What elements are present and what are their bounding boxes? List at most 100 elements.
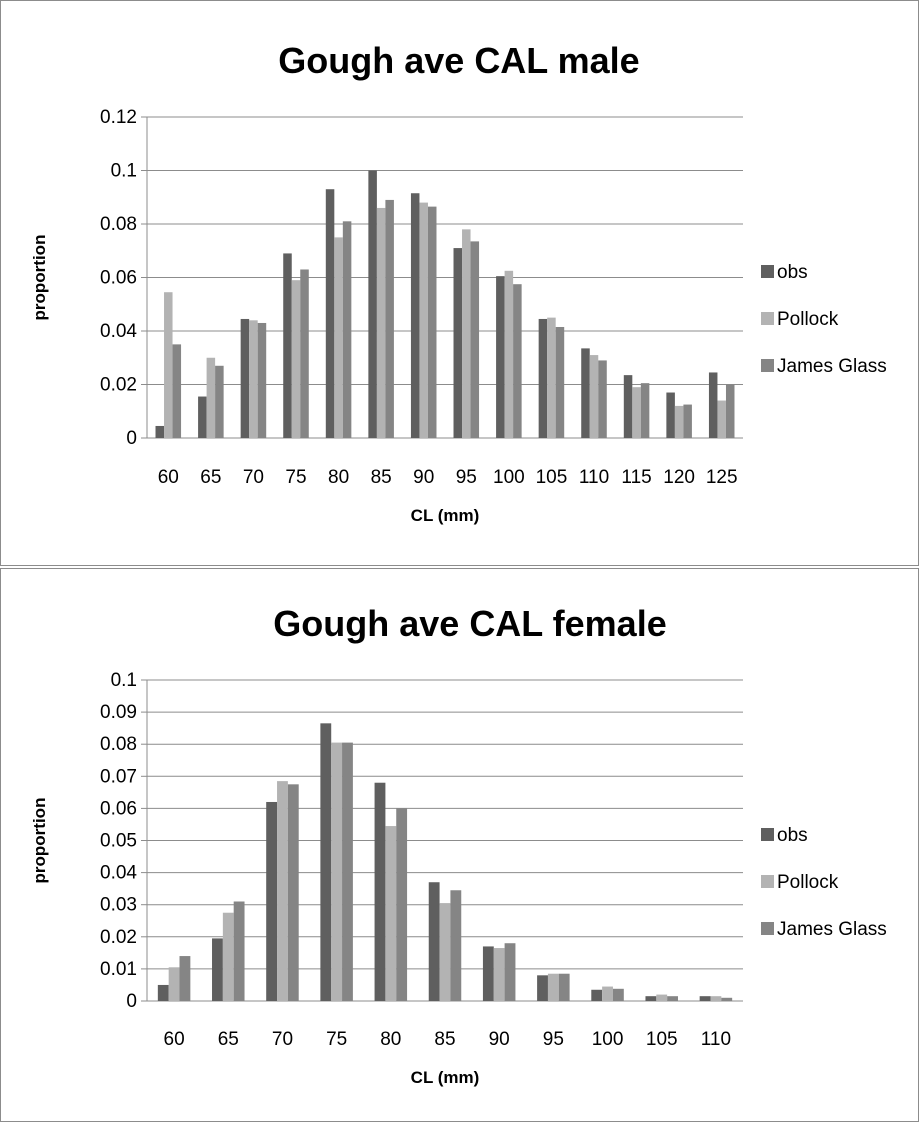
- bar-pollock: [419, 202, 428, 438]
- bar-james-glass: [504, 943, 516, 1001]
- bar-james-glass: [396, 808, 408, 1001]
- bar-obs: [320, 723, 332, 1001]
- x-tick-label: 100: [592, 1029, 624, 1050]
- y-axis-label: proportion: [30, 798, 49, 884]
- bar-obs: [240, 318, 250, 438]
- y-tick-label: 0: [126, 991, 137, 1012]
- y-tick-label: 0.07: [100, 766, 137, 787]
- bar-obs: [666, 392, 675, 438]
- x-tick-label: 65: [200, 467, 221, 488]
- y-tick-label: 0.02: [100, 927, 137, 948]
- bar-pollock: [376, 207, 386, 438]
- bar-james-glass: [342, 742, 353, 1001]
- y-tick-label: 0.03: [100, 895, 137, 916]
- x-tick-label: 65: [218, 1029, 239, 1050]
- x-tick-label: 105: [646, 1029, 678, 1050]
- bar-obs: [538, 318, 548, 438]
- bar-obs: [482, 946, 494, 1001]
- bar-james-glass: [683, 404, 692, 438]
- legend-label: James Glass: [777, 356, 887, 377]
- x-tick-label: 75: [326, 1029, 347, 1050]
- bar-obs: [708, 372, 718, 438]
- bar-james-glass: [558, 973, 570, 1001]
- x-tick-label: 95: [456, 467, 477, 488]
- bar-james-glass: [215, 365, 224, 438]
- bar-pollock: [547, 973, 559, 1001]
- bar-pollock: [710, 996, 722, 1001]
- x-tick-label: 120: [663, 467, 695, 488]
- bar-obs: [368, 170, 377, 438]
- bar-james-glass: [287, 784, 299, 1001]
- bar-james-glass: [470, 241, 480, 438]
- x-tick-label: 100: [493, 467, 525, 488]
- bar-obs: [623, 375, 633, 438]
- male-chart: Gough ave CAL male 0 0.02 0.04 0.06 0.08 0.1 0.…: [30, 40, 887, 525]
- legend-swatch: [761, 828, 774, 841]
- legend-label: obs: [777, 825, 808, 846]
- bar-james-glass: [667, 996, 678, 1001]
- bar-james-glass: [612, 988, 624, 1001]
- x-tick-label: 60: [158, 467, 179, 488]
- y-tick-label: 0.12: [100, 107, 137, 128]
- chart-title: Gough ave CAL female: [273, 603, 666, 644]
- y-tick-label: 0.09: [100, 702, 137, 723]
- x-tick-label: 60: [164, 1029, 185, 1050]
- bar-james-glass: [385, 199, 394, 438]
- bar-pollock: [222, 912, 234, 1001]
- bar-james-glass: [179, 956, 191, 1001]
- bar-pollock: [462, 229, 471, 438]
- bar-obs: [410, 193, 420, 438]
- bar-james-glass: [427, 206, 437, 438]
- bar-obs: [591, 989, 603, 1001]
- bar-obs: [428, 882, 440, 1001]
- y-tick-label: 0.01: [100, 959, 137, 980]
- bar-pollock: [439, 903, 451, 1001]
- x-tick-label: 110: [701, 1029, 731, 1050]
- bar-pollock: [504, 270, 514, 438]
- x-tick-label: 90: [413, 467, 434, 488]
- bar-obs: [581, 348, 590, 438]
- bar-james-glass: [513, 284, 522, 438]
- y-tick-label: 0.04: [100, 863, 137, 884]
- bar-pollock: [277, 781, 288, 1001]
- x-tick-label: 105: [536, 467, 568, 488]
- y-tick-label: 0.06: [100, 798, 137, 819]
- legend-label: Pollock: [777, 872, 839, 893]
- x-tick-label: 80: [380, 1029, 401, 1050]
- x-tick-label: 90: [489, 1029, 510, 1050]
- bar-james-glass: [257, 322, 267, 438]
- bar-pollock: [334, 237, 343, 438]
- legend-label: James Glass: [777, 919, 887, 940]
- bar-obs: [537, 975, 548, 1001]
- bar-pollock: [331, 742, 343, 1001]
- bar-james-glass: [555, 326, 565, 438]
- bar-obs: [699, 996, 711, 1001]
- x-tick-label: 110: [579, 467, 609, 488]
- female-chart: Gough ave CAL female 0 0.01 0.02 0.03 0.04 0.0…: [30, 603, 887, 1087]
- y-tick-label: 0.1: [111, 670, 137, 691]
- bar-obs: [453, 248, 463, 438]
- y-axis-label: proportion: [30, 235, 49, 321]
- bar-james-glass: [725, 384, 735, 438]
- bar-pollock: [547, 317, 556, 438]
- x-axis-label: CL (mm): [411, 506, 480, 525]
- bar-james-glass: [598, 360, 607, 438]
- bar-pollock: [717, 400, 726, 438]
- bar-obs: [374, 782, 386, 1001]
- bar-pollock: [589, 355, 599, 438]
- y-tick-label: 0.06: [100, 268, 137, 289]
- bar-obs: [496, 276, 505, 438]
- female-chart-panel: Gough ave CAL female 0 0.01 0.02 0.03 0.04 0.0…: [0, 568, 919, 1122]
- bar-james-glass: [450, 890, 462, 1001]
- x-tick-label: 70: [243, 467, 264, 488]
- bar-pollock: [385, 826, 397, 1001]
- x-tick-label: 80: [328, 467, 349, 488]
- bar-pollock: [168, 967, 180, 1001]
- bar-pollock: [164, 292, 173, 438]
- bar-james-glass: [342, 221, 352, 438]
- bar-james-glass: [721, 997, 733, 1001]
- bar-pollock: [674, 405, 684, 438]
- bar-james-glass: [172, 344, 182, 438]
- x-tick-label: 70: [272, 1029, 293, 1050]
- legend-swatch: [761, 922, 774, 935]
